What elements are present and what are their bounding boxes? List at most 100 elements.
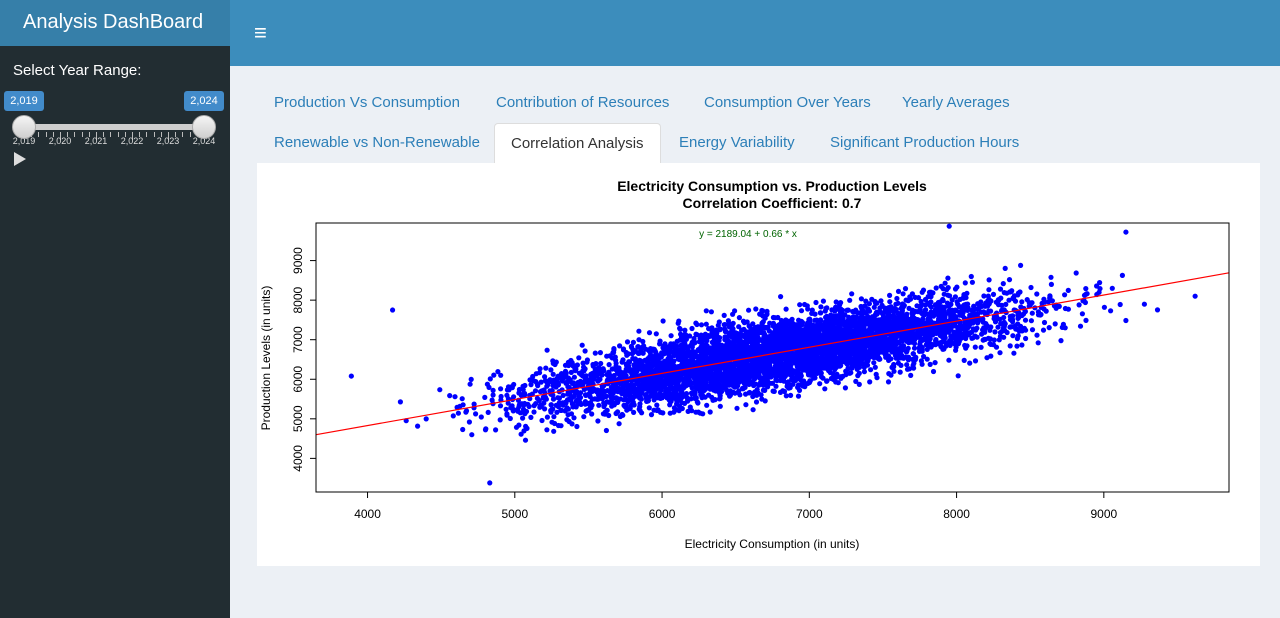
scatter-point bbox=[820, 298, 827, 304]
scatter-point bbox=[609, 395, 616, 401]
slider-tick bbox=[153, 132, 155, 137]
scatter-point bbox=[558, 423, 564, 429]
slider-tick bbox=[81, 132, 83, 137]
scatter-point bbox=[984, 355, 990, 361]
tab-yearly-averages[interactable]: Yearly Averages bbox=[902, 94, 1010, 111]
scatter-point bbox=[653, 331, 659, 337]
scatter-point bbox=[750, 393, 756, 400]
scatter-point bbox=[767, 320, 773, 326]
tab-contribution-of-resources[interactable]: Contribution of Resources bbox=[496, 94, 670, 111]
slider-tick bbox=[96, 132, 97, 140]
scatter-point bbox=[437, 387, 443, 393]
scatter-point bbox=[651, 397, 657, 403]
range-from-handle[interactable] bbox=[12, 115, 36, 139]
scatter-point bbox=[660, 318, 666, 324]
scatter-point bbox=[961, 357, 967, 363]
year-range-slider-fill bbox=[24, 124, 204, 130]
scatter-point bbox=[544, 427, 550, 433]
scatter-point bbox=[871, 360, 877, 366]
scatter-point bbox=[520, 415, 526, 421]
scatter-point bbox=[1077, 323, 1084, 329]
scatter-point bbox=[990, 291, 997, 297]
sidebar: Select Year Range: 2,019 2,024 2,019 2,02… bbox=[0, 46, 230, 618]
slider-tick bbox=[146, 132, 148, 137]
scatter-point bbox=[634, 377, 640, 383]
scatter-point bbox=[569, 380, 575, 386]
scatter-point bbox=[986, 277, 992, 283]
scatter-point bbox=[750, 407, 756, 413]
scatter-point bbox=[569, 421, 575, 427]
scatter-point bbox=[651, 407, 657, 413]
scatter-point bbox=[905, 345, 911, 351]
scatter-point bbox=[1083, 286, 1089, 292]
scatter-point bbox=[895, 354, 901, 361]
scatter-point bbox=[893, 306, 899, 313]
scatter-point bbox=[1029, 310, 1035, 316]
scatter-point bbox=[864, 361, 870, 367]
scatter-point bbox=[995, 297, 1002, 303]
scatter-point bbox=[1018, 323, 1024, 329]
scatter-point bbox=[830, 350, 836, 356]
scatter-point bbox=[558, 407, 564, 413]
scatter-point bbox=[550, 383, 556, 389]
scatter-point bbox=[710, 397, 716, 403]
scatter-point bbox=[999, 302, 1005, 308]
scatter-point bbox=[704, 336, 710, 342]
scatter-point bbox=[689, 325, 695, 332]
scatter-point bbox=[769, 344, 776, 350]
scatter-point bbox=[858, 303, 864, 310]
scatter-point bbox=[616, 421, 622, 427]
scatter-point bbox=[991, 337, 997, 343]
scatter-point bbox=[596, 377, 602, 383]
scatter-point bbox=[686, 372, 692, 378]
scatter-point bbox=[1062, 325, 1068, 331]
tab-energy-variability[interactable]: Energy Variability bbox=[679, 134, 795, 151]
scatter-point bbox=[694, 379, 700, 385]
scatter-point bbox=[842, 385, 849, 391]
scatter-point bbox=[919, 311, 926, 317]
hamburger-icon[interactable]: ≡ bbox=[254, 20, 267, 45]
scatter-point bbox=[1073, 270, 1079, 276]
scatter-point bbox=[657, 383, 664, 389]
scatter-point bbox=[542, 378, 548, 384]
scatter-point bbox=[571, 374, 577, 380]
scatter-point bbox=[843, 372, 849, 378]
scatter-point bbox=[503, 406, 509, 412]
scatter-point bbox=[671, 352, 678, 358]
tab-production-vs-consumption[interactable]: Production Vs Consumption bbox=[274, 94, 460, 111]
scatter-point bbox=[972, 306, 979, 312]
slider-tick-label: 2,023 bbox=[156, 136, 180, 146]
scatter-point bbox=[1117, 301, 1123, 308]
scatter-point bbox=[660, 410, 666, 416]
scatter-point bbox=[571, 415, 577, 421]
scatter-point bbox=[522, 400, 528, 407]
range-to-handle[interactable] bbox=[192, 115, 216, 139]
tab-renewable-vs-non-renewable[interactable]: Renewable vs Non-Renewable bbox=[274, 134, 480, 151]
scatter-point bbox=[953, 347, 959, 353]
scatter-point bbox=[621, 402, 627, 408]
play-icon[interactable] bbox=[14, 152, 26, 166]
scatter-point bbox=[551, 414, 557, 420]
scatter-point bbox=[982, 301, 989, 307]
tab-correlation-analysis[interactable]: Correlation Analysis bbox=[494, 123, 661, 163]
scatter-point bbox=[1109, 285, 1115, 291]
scatter-point bbox=[522, 437, 529, 443]
scatter-point bbox=[777, 344, 783, 350]
scatter-point bbox=[1081, 292, 1088, 298]
scatter-point bbox=[657, 341, 663, 347]
scatter-point bbox=[942, 304, 948, 310]
scatter-point bbox=[609, 366, 615, 372]
tab-significant-production-hours[interactable]: Significant Production Hours bbox=[830, 134, 1020, 151]
scatter-point bbox=[922, 307, 928, 313]
scatter-point bbox=[787, 318, 793, 324]
scatter-point bbox=[752, 339, 758, 345]
scatter-point bbox=[909, 321, 915, 327]
scatter-point bbox=[592, 350, 598, 356]
scatter-point bbox=[671, 409, 677, 415]
scatter-point bbox=[490, 387, 496, 393]
tab-consumption-over-years[interactable]: Consumption Over Years bbox=[704, 94, 871, 111]
scatter-point bbox=[715, 367, 721, 373]
scatter-point bbox=[765, 373, 771, 379]
scatter-point bbox=[736, 388, 742, 394]
scatter-point bbox=[717, 396, 723, 402]
